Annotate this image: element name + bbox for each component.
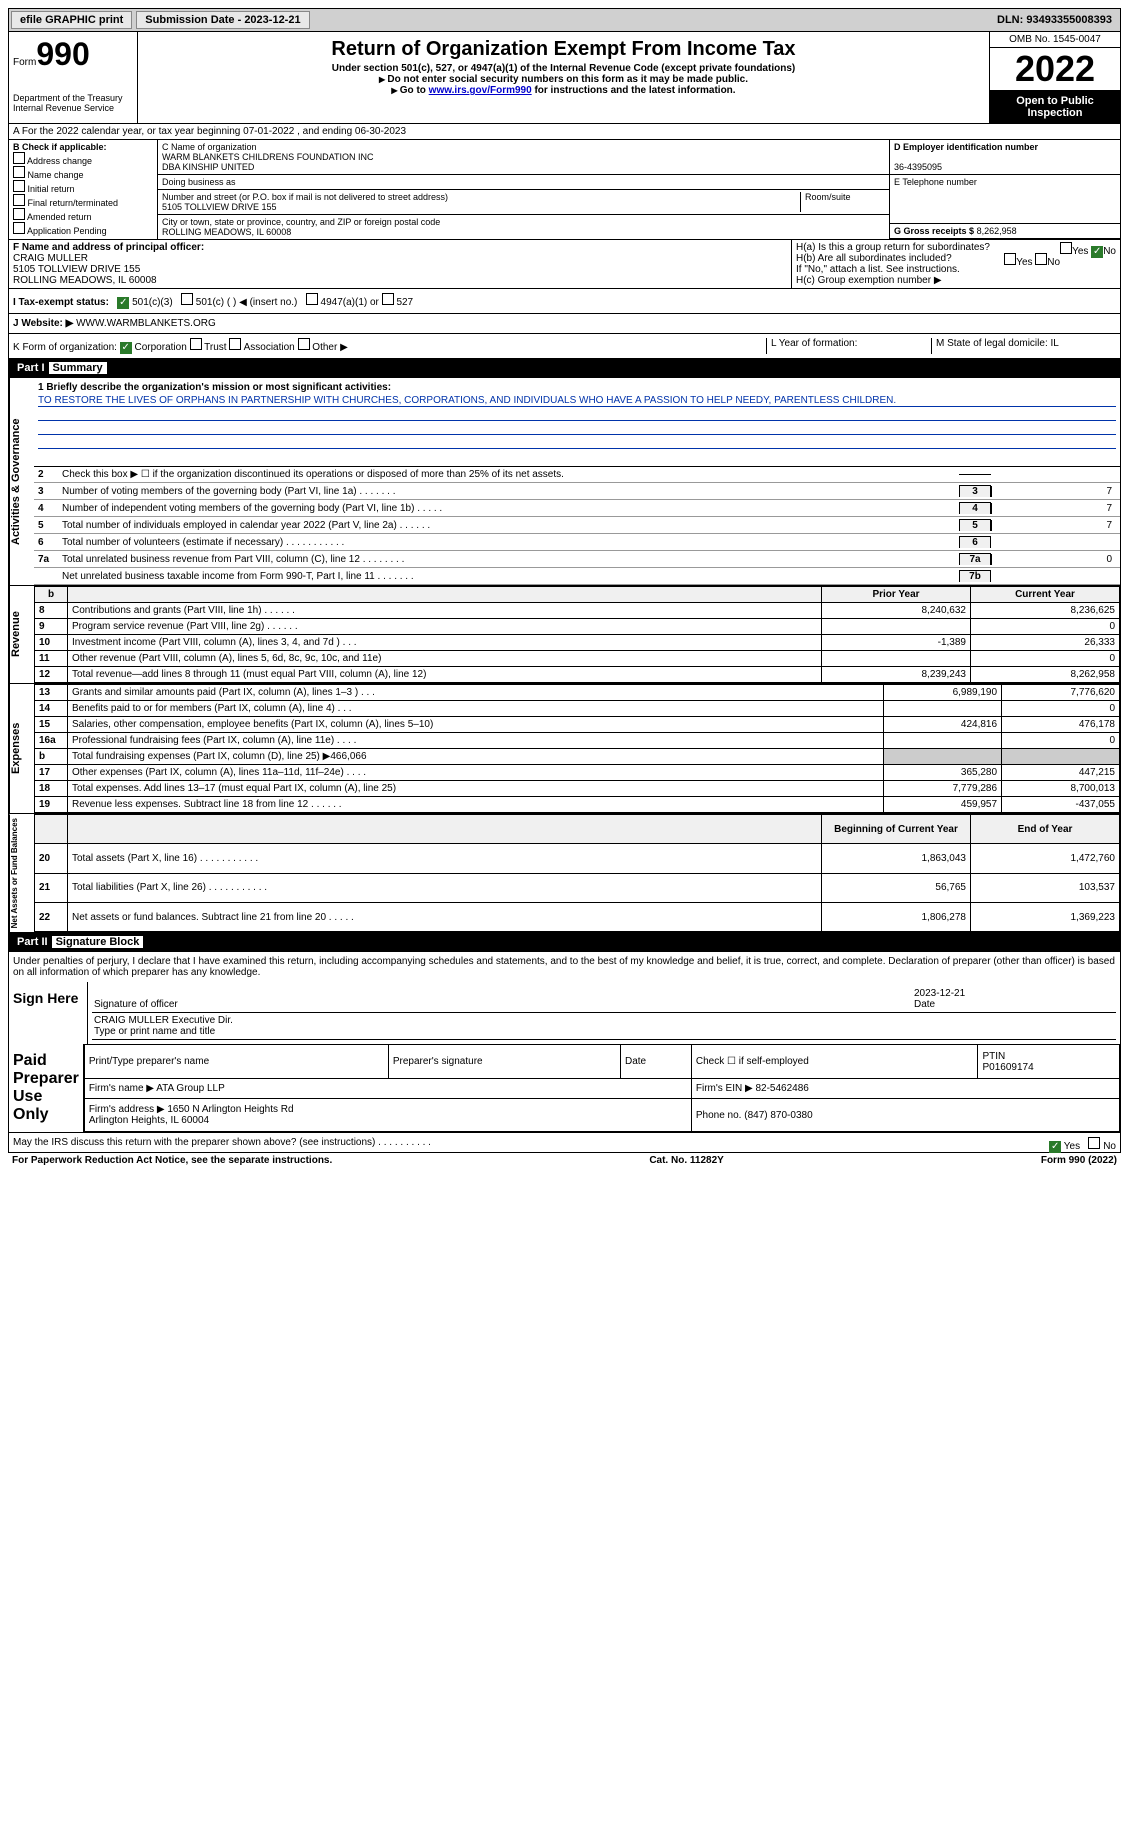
submission-date: Submission Date - 2023-12-21 (136, 11, 309, 29)
form-number: 990 (36, 36, 89, 72)
vert-revenue: Revenue (9, 586, 34, 683)
org-info-section: B Check if applicable: Address change Na… (8, 140, 1121, 240)
page-footer: For Paperwork Reduction Act Notice, see … (8, 1153, 1121, 1168)
gross-receipts: 8,262,958 (977, 226, 1017, 236)
website: WWW.WARMBLANKETS.ORG (76, 318, 216, 329)
vert-governance: Activities & Governance (9, 378, 34, 585)
org-dba: DBA KINSHIP UNITED (162, 162, 254, 172)
box-b-label: B Check if applicable: (13, 142, 107, 152)
form-title: Return of Organization Exempt From Incom… (142, 38, 985, 61)
declaration: Under penalties of perjury, I declare th… (9, 952, 1120, 982)
form-org-row: K Form of organization: ✓ Corporation Tr… (8, 334, 1121, 359)
net-table: Beginning of Current YearEnd of Year 20T… (34, 814, 1120, 932)
city: ROLLING MEADOWS, IL 60008 (162, 227, 291, 237)
vert-net: Net Assets or Fund Balances (9, 814, 34, 932)
goto-suffix: for instructions and the latest informat… (532, 85, 736, 96)
dln: DLN: 93493355008393 (989, 12, 1120, 28)
goto-prefix: Go to (391, 85, 428, 96)
sign-here: Sign Here (9, 982, 88, 1044)
org-name: WARM BLANKETS CHILDRENS FOUNDATION INC (162, 152, 374, 162)
part-i-header: Part ISummary (8, 359, 1121, 377)
revenue-table: bPrior YearCurrent Year 8Contributions a… (34, 586, 1120, 683)
mission-text: TO RESTORE THE LIVES OF ORPHANS IN PARTN… (38, 395, 1116, 407)
officer-name: CRAIG MULLER (13, 253, 88, 264)
form-prefix: Form (13, 57, 36, 68)
ptin: P01609174 (982, 1062, 1033, 1073)
efile-button[interactable]: efile GRAPHIC print (11, 11, 132, 29)
firm-ein: 82-5462486 (755, 1083, 808, 1094)
form-header: Form990 Department of the Treasury Inter… (8, 32, 1121, 124)
street: 5105 TOLLVIEW DRIVE 155 (162, 202, 277, 212)
website-row: J Website: ▶ WWW.WARMBLANKETS.ORG (8, 314, 1121, 334)
dept-treasury: Department of the Treasury (13, 93, 133, 103)
form-subtitle: Under section 501(c), 527, or 4947(a)(1)… (142, 63, 985, 74)
ssn-note: Do not enter social security numbers on … (142, 74, 985, 85)
tax-status-row: I Tax-exempt status: ✓ 501(c)(3) 501(c) … (8, 289, 1121, 314)
omb-number: OMB No. 1545-0047 (990, 32, 1120, 48)
vert-expenses: Expenses (9, 684, 34, 813)
officer-group-section: F Name and address of principal officer:… (8, 240, 1121, 289)
irs-label: Internal Revenue Service (13, 103, 133, 113)
ein: 36-4395095 (894, 162, 942, 172)
open-public: Open to Public Inspection (990, 91, 1120, 123)
part-ii-header: Part IISignature Block (8, 933, 1121, 951)
tax-year-row: A For the 2022 calendar year, or tax yea… (8, 124, 1121, 140)
paid-preparer: Paid Preparer Use Only (9, 1044, 84, 1132)
dba-label: Doing business as (158, 175, 889, 190)
firm-name: ATA Group LLP (156, 1083, 225, 1094)
summary-section: Activities & Governance 1 Briefly descri… (8, 377, 1121, 586)
signer-name: CRAIG MULLER Executive Dir. (94, 1015, 233, 1026)
expenses-table: 13Grants and similar amounts paid (Part … (34, 684, 1120, 813)
tax-year: 2022 (990, 48, 1120, 91)
signature-section: Under penalties of perjury, I declare th… (8, 951, 1121, 1153)
top-bar: efile GRAPHIC print Submission Date - 20… (8, 8, 1121, 32)
irs-link[interactable]: www.irs.gov/Form990 (429, 85, 532, 96)
firm-phone: (847) 870-0380 (744, 1110, 812, 1121)
